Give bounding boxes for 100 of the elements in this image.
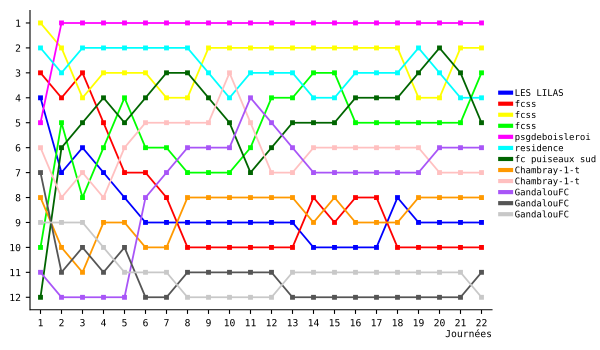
point	[416, 294, 421, 300]
point	[206, 270, 211, 275]
x-tick-label: 13	[288, 319, 298, 326]
point	[374, 45, 379, 50]
point	[437, 120, 442, 126]
point	[143, 244, 148, 250]
x-tick-label: 3	[80, 319, 85, 326]
x-tick-label: 20	[434, 319, 445, 326]
point	[38, 220, 43, 225]
point	[269, 95, 274, 100]
y-tick-label: 10	[10, 244, 20, 252]
point	[416, 270, 421, 275]
point	[206, 120, 211, 126]
point	[122, 220, 127, 225]
x-tick-label: 14	[308, 319, 319, 326]
legend-label: fc puiseaux sud	[516, 155, 596, 164]
point	[248, 220, 253, 225]
point	[290, 45, 295, 50]
point	[227, 244, 232, 250]
x-tick-label: 7	[164, 319, 169, 326]
point	[332, 45, 337, 50]
point	[269, 70, 274, 76]
point	[332, 20, 337, 26]
point	[59, 220, 64, 225]
point	[416, 145, 421, 150]
point	[185, 145, 190, 150]
y-tick-label: 6	[16, 144, 20, 152]
point	[332, 270, 337, 275]
y-tick-label: 4	[16, 94, 21, 102]
point	[122, 45, 127, 50]
legend-label: LES LILAS	[516, 89, 563, 96]
point	[38, 20, 43, 26]
point	[164, 120, 169, 126]
point	[248, 45, 253, 50]
point	[458, 45, 463, 50]
point	[332, 170, 337, 176]
point	[248, 120, 253, 126]
x-tick-label: 10	[224, 319, 235, 326]
point	[38, 145, 43, 150]
point	[437, 170, 442, 176]
point	[458, 270, 463, 275]
legend-label: GandalouFC	[515, 188, 568, 196]
point	[59, 70, 64, 76]
point	[80, 120, 85, 126]
point	[395, 270, 400, 275]
point	[80, 244, 85, 250]
point	[164, 45, 169, 50]
point	[395, 170, 400, 176]
point	[143, 120, 148, 126]
point	[395, 95, 400, 100]
point	[290, 170, 295, 176]
point	[227, 45, 232, 50]
point	[458, 70, 463, 76]
point	[101, 70, 106, 76]
point	[332, 294, 337, 300]
y-tick-label: 2	[16, 44, 20, 52]
legend-label: fcss	[516, 111, 536, 118]
point	[248, 294, 253, 300]
y-tick-label: 7	[16, 169, 20, 176]
legend-label: fcss	[516, 122, 536, 130]
point	[332, 195, 337, 200]
point	[227, 294, 232, 300]
point	[206, 195, 211, 200]
x-tick-label: 6	[143, 319, 148, 326]
point	[164, 294, 169, 300]
point	[143, 20, 148, 26]
point	[395, 120, 400, 126]
point	[248, 20, 253, 26]
point	[227, 220, 232, 225]
point	[101, 294, 106, 300]
x-tick-label: 21	[455, 319, 466, 326]
point	[227, 270, 232, 275]
point	[416, 20, 421, 26]
point	[206, 220, 211, 225]
legend-label: GandalouFC	[515, 199, 568, 206]
x-tick-label: 18	[392, 319, 403, 326]
y-tick-label: 5	[16, 119, 20, 127]
point	[80, 95, 85, 100]
point	[101, 170, 106, 176]
point	[311, 270, 316, 275]
point	[185, 20, 190, 26]
point	[353, 95, 358, 100]
x-tick-label: 16	[350, 319, 361, 326]
point	[290, 294, 295, 300]
point	[353, 145, 358, 150]
point	[269, 244, 274, 250]
point	[122, 20, 127, 26]
point	[416, 244, 421, 250]
point	[248, 244, 253, 250]
point	[143, 270, 148, 275]
point	[353, 294, 358, 300]
x-tick-label: 5	[122, 319, 127, 326]
point	[437, 270, 442, 275]
legend-label: residence	[516, 144, 564, 152]
point	[206, 294, 211, 300]
point	[122, 145, 127, 150]
point	[437, 294, 442, 300]
point	[458, 170, 463, 176]
x-tick-label: 12	[266, 319, 277, 326]
point	[269, 170, 274, 176]
